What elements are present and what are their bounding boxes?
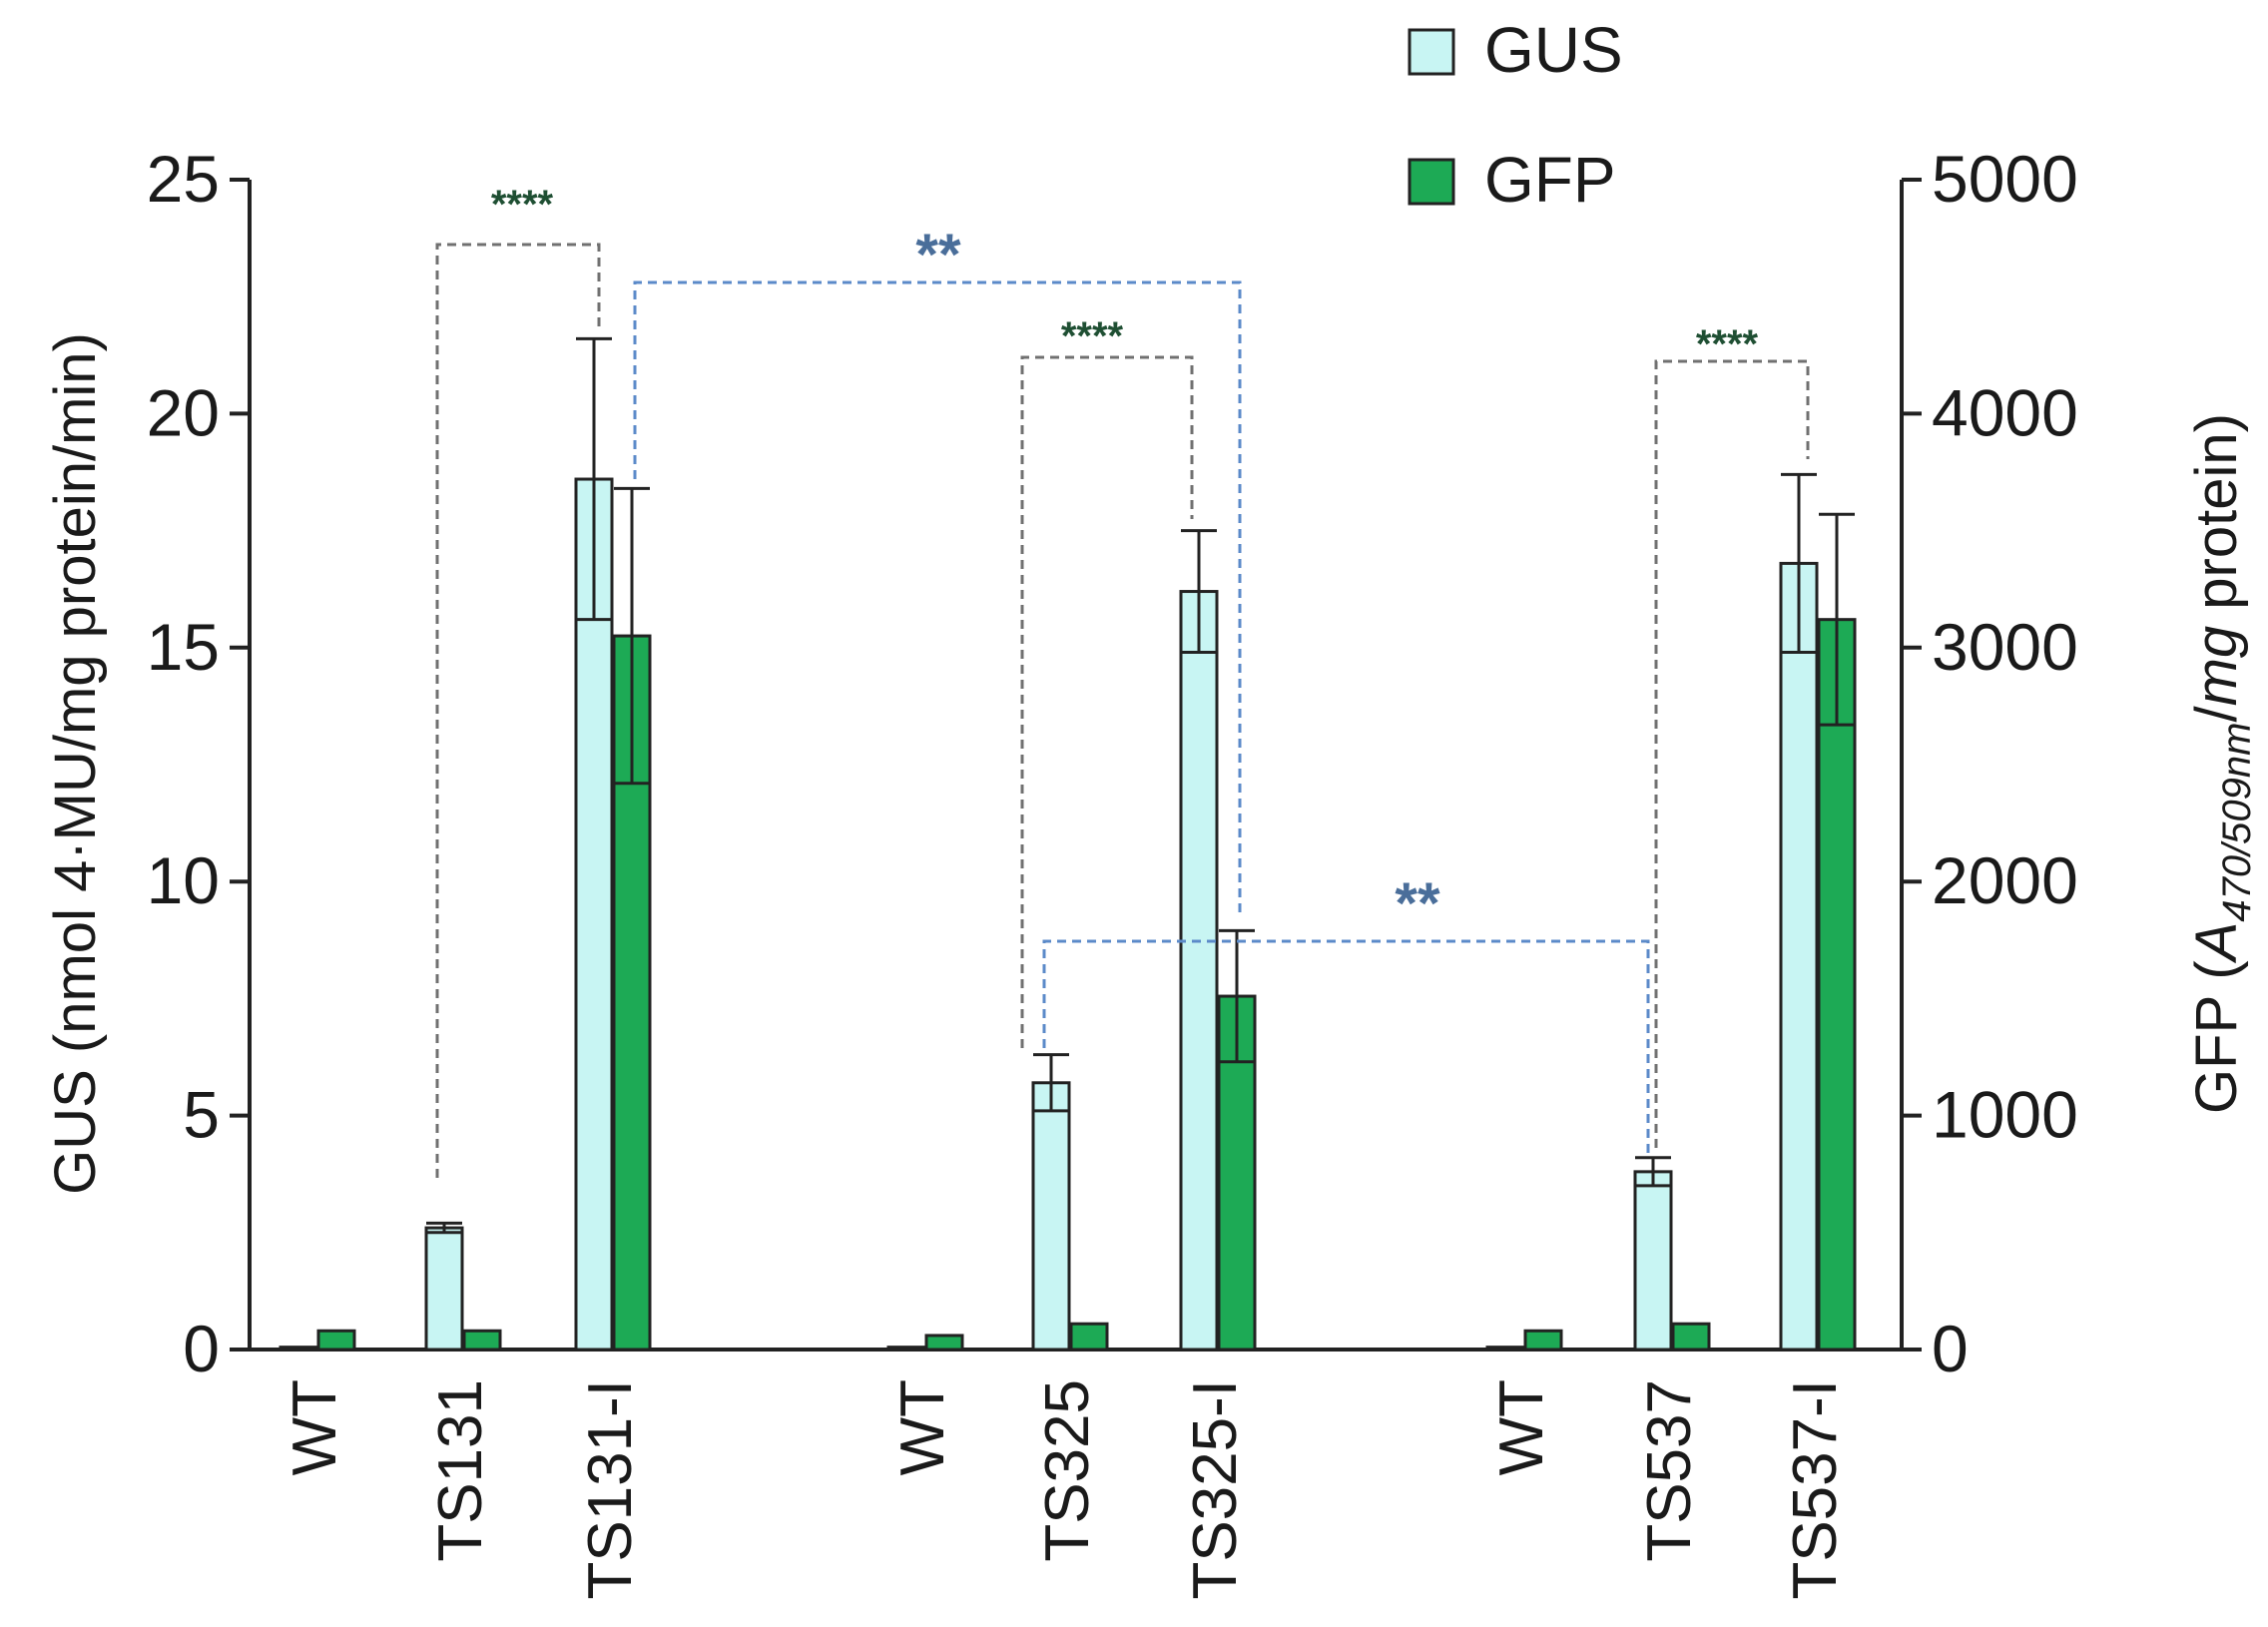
right-axis-title: GFP (A470/509nm/mg protein) bbox=[2184, 413, 2259, 1114]
category-label: WT bbox=[888, 1379, 957, 1475]
right-tick-label: 4000 bbox=[1932, 375, 2078, 449]
gfp-bar bbox=[924, 1334, 964, 1352]
bars bbox=[279, 336, 1857, 1352]
gus-bar bbox=[886, 1346, 926, 1352]
gfp-bar bbox=[1069, 1322, 1109, 1352]
significance-label: ** bbox=[915, 223, 961, 287]
significance-label: **** bbox=[491, 183, 554, 227]
legend: GUS GFP bbox=[1408, 14, 1623, 216]
gfp-bar bbox=[1523, 1329, 1563, 1352]
gfp-bar bbox=[462, 1329, 502, 1352]
gus-bar bbox=[1633, 1170, 1673, 1352]
left-tick-label: 0 bbox=[183, 1312, 220, 1385]
gfp-bar bbox=[316, 1329, 356, 1352]
significance-brackets: **************** bbox=[435, 183, 1810, 1178]
gus-bar bbox=[424, 1226, 464, 1352]
legend-label: GFP bbox=[1484, 144, 1616, 216]
significance-bracket bbox=[1654, 359, 1810, 1148]
right-axis-title-mg: mg bbox=[2184, 626, 2249, 707]
significance-label: **** bbox=[1696, 322, 1759, 366]
left-tick-label: 10 bbox=[147, 843, 220, 917]
right-tick-label: 2000 bbox=[1932, 843, 2078, 917]
category-label: TS325-I bbox=[1181, 1379, 1250, 1600]
gfp-bar bbox=[1817, 618, 1857, 1352]
significance-bracket bbox=[1020, 355, 1194, 1048]
right-tick-label: 0 bbox=[1932, 1312, 1969, 1385]
significance-label: **** bbox=[1061, 314, 1124, 358]
right-tick-label: 3000 bbox=[1932, 610, 2078, 684]
significance-label: ** bbox=[1395, 871, 1440, 936]
gus-bar bbox=[1485, 1346, 1525, 1352]
significance-bracket bbox=[435, 243, 601, 1178]
significance-bracket bbox=[1042, 939, 1650, 1153]
left-tick-label: 15 bbox=[147, 610, 220, 684]
gus-bar bbox=[1179, 590, 1219, 1352]
category-label: TS537 bbox=[1635, 1379, 1704, 1562]
gus-bar bbox=[1031, 1081, 1071, 1352]
legend-label: GUS bbox=[1484, 14, 1623, 86]
left-tick-label: 5 bbox=[183, 1078, 220, 1152]
axis-labels: 0 5 10 15 20 25 0 1000 2000 3000 4000 5000 WT TS131 TS… bbox=[43, 142, 2259, 1600]
right-axis-title-subscript: 470/509nm bbox=[2215, 723, 2259, 922]
left-tick-label: 20 bbox=[147, 375, 220, 449]
gus-bar bbox=[279, 1346, 318, 1352]
legend-swatch bbox=[1408, 158, 1455, 206]
category-label: TS131 bbox=[426, 1379, 495, 1562]
category-label: TS537-I bbox=[1781, 1379, 1850, 1600]
legend-swatch bbox=[1408, 28, 1455, 76]
left-axis-title: GUS (nmol 4·MU/mg protein/min) bbox=[43, 332, 108, 1195]
right-axis-title-suffix: protein) bbox=[2184, 413, 2249, 626]
right-axis-title-a: A bbox=[2184, 922, 2249, 964]
left-tick-label: 25 bbox=[147, 142, 220, 216]
gfp-bar bbox=[1671, 1322, 1711, 1352]
gus-bar bbox=[1779, 561, 1819, 1352]
category-label: WT bbox=[281, 1379, 349, 1475]
significance-bracket bbox=[633, 280, 1242, 913]
right-tick-label: 5000 bbox=[1932, 142, 2078, 216]
category-label: TS325 bbox=[1033, 1379, 1102, 1562]
right-tick-label: 1000 bbox=[1932, 1078, 2078, 1152]
category-label: TS131-I bbox=[576, 1379, 645, 1600]
right-axis-title-prefix: GFP ( bbox=[2184, 960, 2249, 1114]
right-axis-title-slash: / bbox=[2184, 706, 2249, 723]
category-label: WT bbox=[1487, 1379, 1556, 1475]
